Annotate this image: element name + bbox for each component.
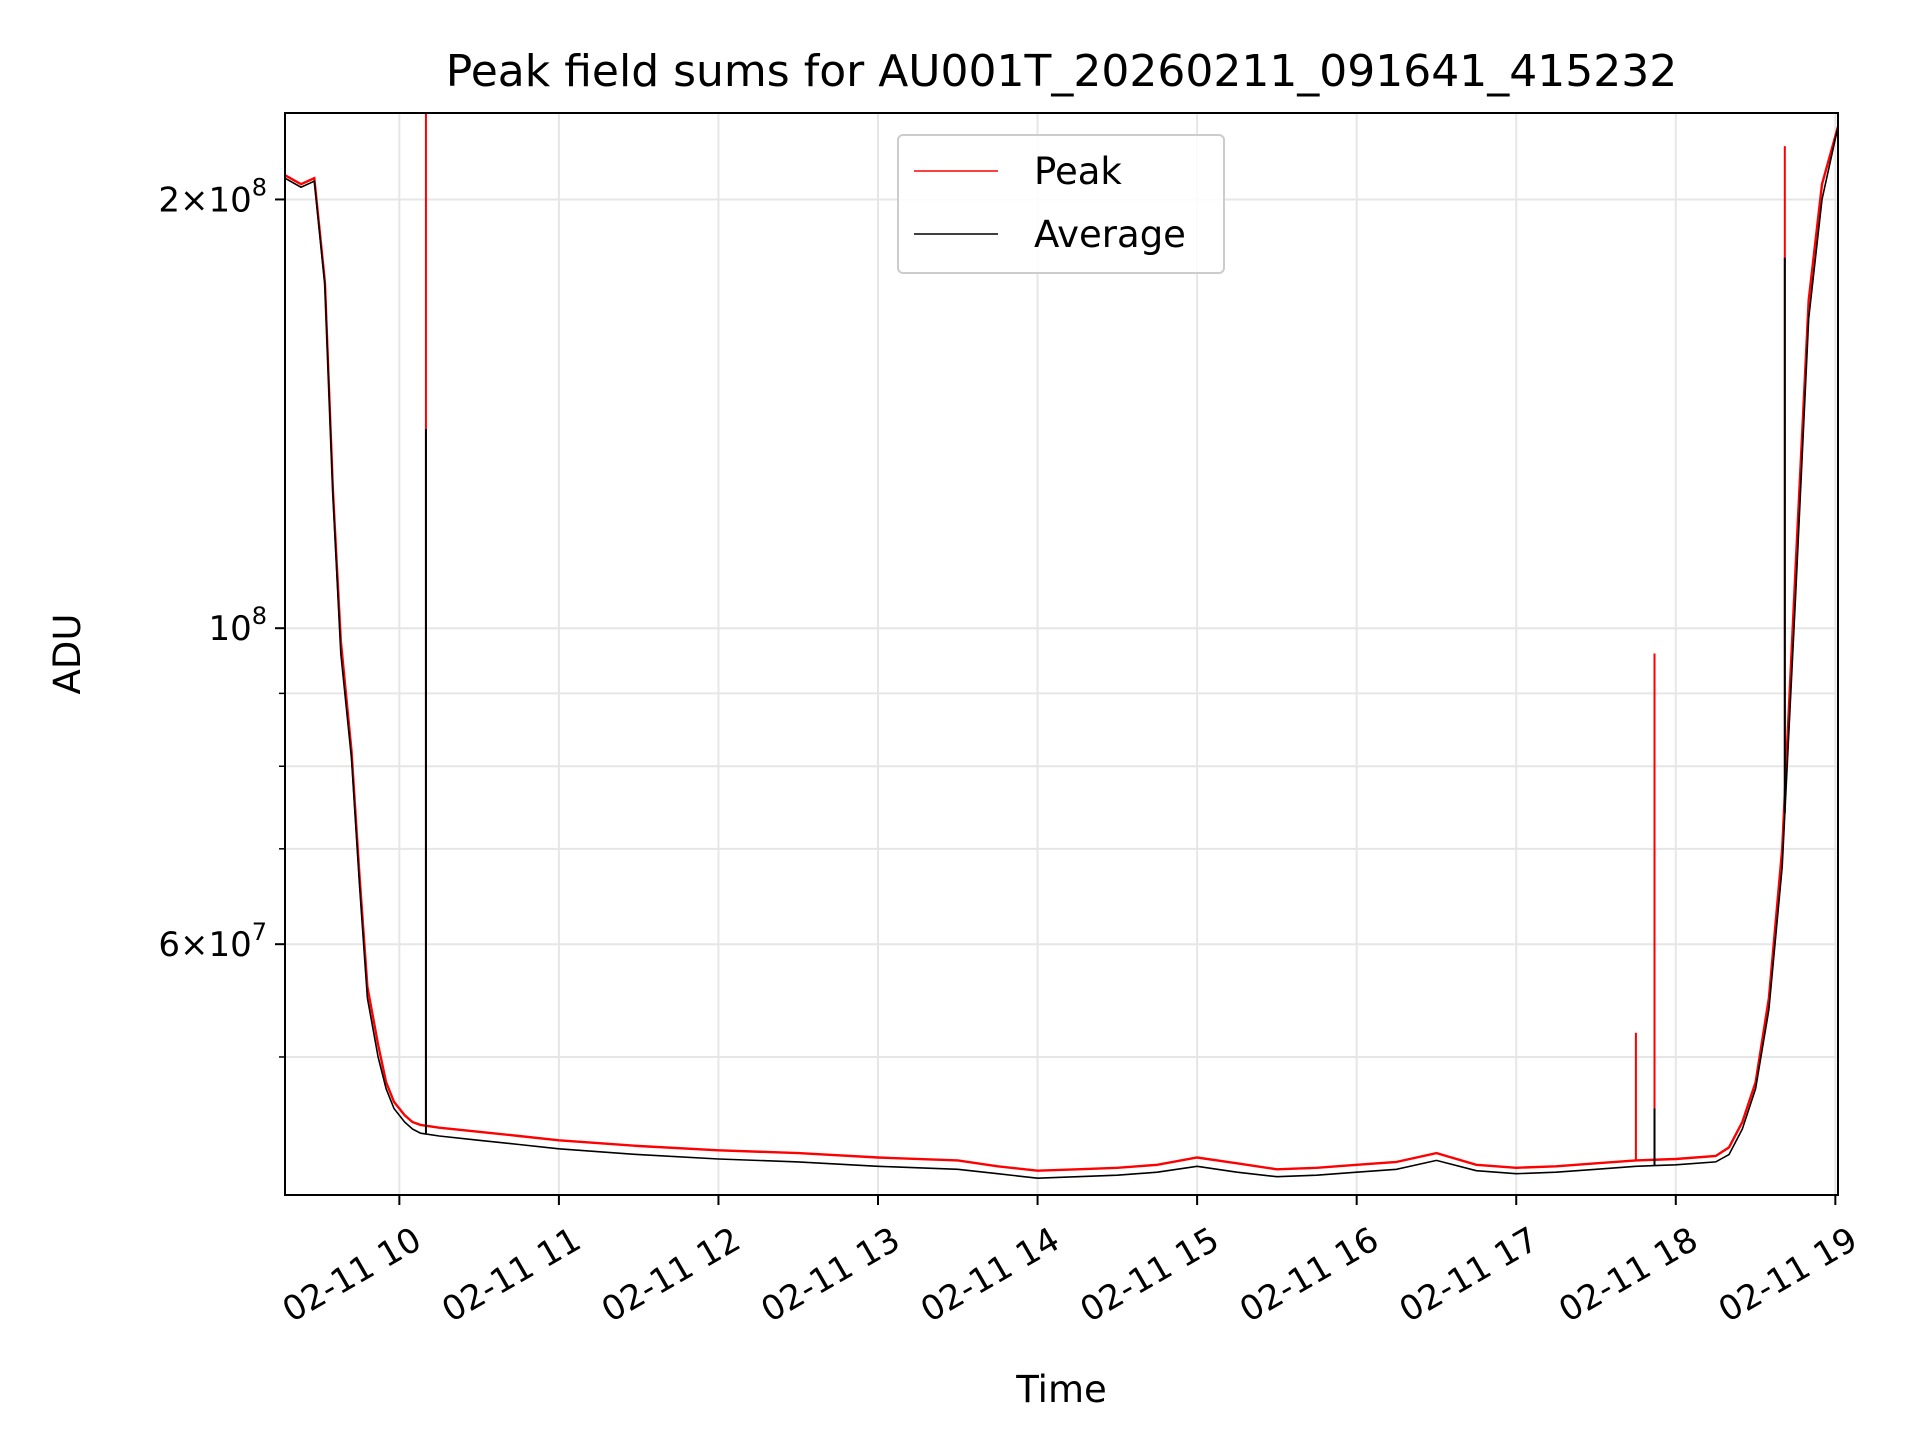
y-tick-label: 6×107 — [158, 918, 267, 965]
series-average — [285, 126, 1838, 1180]
y-tick-base: 10 — [208, 925, 251, 965]
legend-box — [897, 134, 1225, 274]
y-tick-label: 108 — [208, 602, 267, 649]
legend-label-average: Average — [1034, 213, 1186, 256]
y-tick-exponent: 7 — [252, 918, 267, 946]
y-tick-exponent: 8 — [252, 173, 267, 201]
legend: Peak Average — [897, 134, 1225, 274]
chart-title: Peak field sums for AU001T_20260211_0916… — [446, 46, 1678, 97]
y-tick-base: 10 — [208, 180, 251, 220]
legend-label-peak: Peak — [1034, 150, 1122, 193]
y-tick-mantissa: 2× — [158, 180, 208, 220]
plot-series — [285, 113, 1838, 1180]
grid — [285, 113, 1838, 1195]
x-axis-label: Time — [1015, 1368, 1107, 1411]
axes-frame — [284, 112, 1839, 1196]
series-line — [285, 126, 1838, 1180]
y-tick-exponent: 8 — [252, 602, 267, 630]
series-line — [285, 126, 1838, 1172]
y-tick-mantissa: 6× — [158, 925, 208, 965]
y-axis-label: ADU — [46, 614, 89, 695]
y-tick-label: 2×108 — [158, 173, 267, 220]
y-tick-base: 10 — [208, 609, 251, 649]
